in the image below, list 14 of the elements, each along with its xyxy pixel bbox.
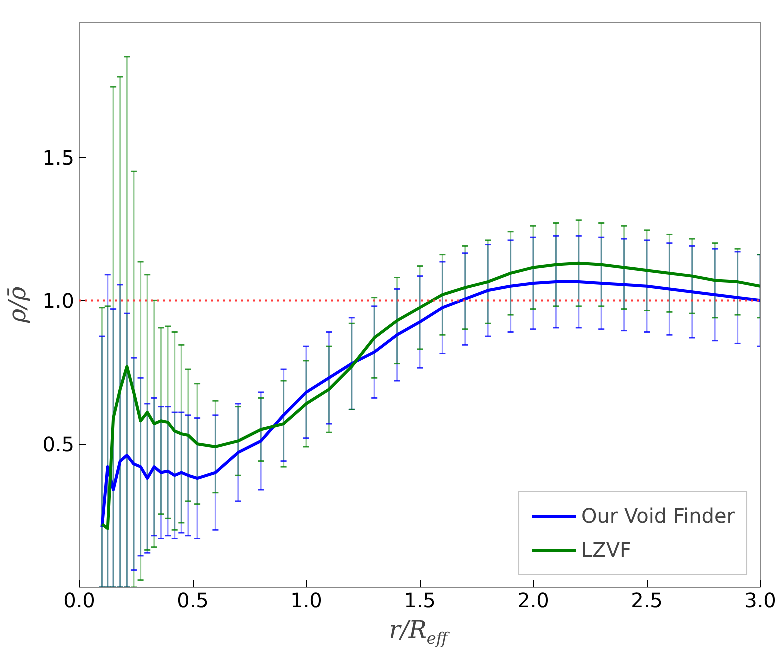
y-tick-label: 1.0 — [42, 289, 75, 314]
x-tick-label: 0.0 — [64, 588, 96, 612]
x-axis-title: r/R$_{eff}$ — [389, 616, 448, 648]
y-axis-title: ρ/ρ̄ — [4, 286, 32, 324]
y-tick-label: 1.5 — [42, 146, 75, 170]
x-tick-label: 0.5 — [177, 588, 209, 612]
y-tick-label: 0.5 — [42, 432, 75, 457]
x-tick-label: 2.5 — [631, 588, 663, 612]
legend-label: LZVF — [582, 538, 632, 562]
legend-label: Our Void Finder — [582, 504, 735, 528]
x-tick-label: 2.0 — [518, 588, 550, 612]
x-tick-label: 1.0 — [290, 588, 322, 612]
x-tick-label: 3.0 — [744, 588, 776, 612]
x-tick-label: 1.5 — [404, 588, 436, 612]
